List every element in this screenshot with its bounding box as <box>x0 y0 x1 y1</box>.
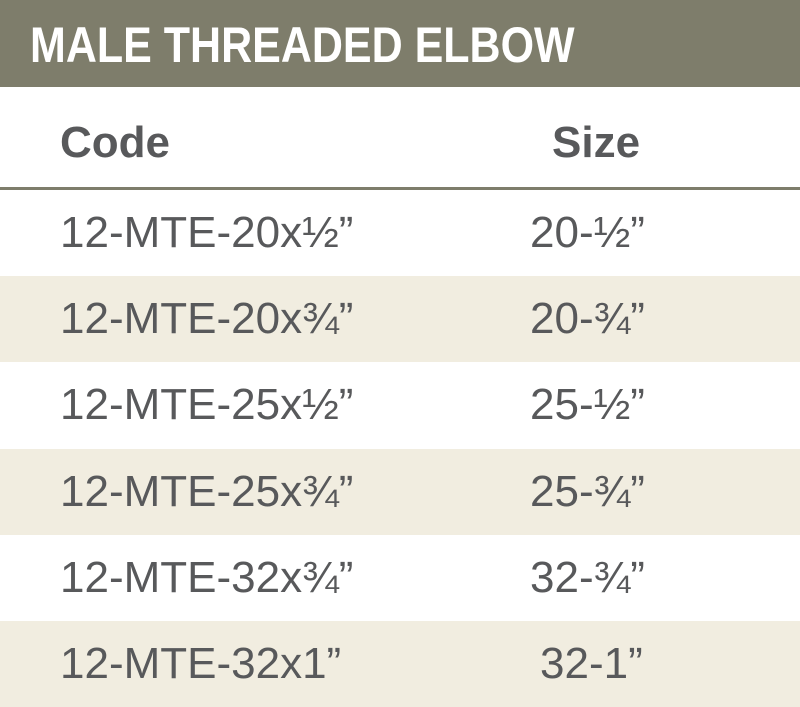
cell-code: 12-MTE-20x¾” <box>60 294 354 344</box>
cell-code: 12-MTE-32x1” <box>60 638 342 688</box>
header-divider <box>0 187 800 190</box>
cell-size: 20-¾” <box>530 294 645 344</box>
cell-code: 12-MTE-32x¾” <box>60 552 354 602</box>
cell-size: 25-¾” <box>530 466 645 516</box>
table-row: 12-MTE-25x½” 25-½” <box>0 362 800 448</box>
table-body: 12-MTE-20x½” 20-½” 12-MTE-20x¾” 20-¾” 12… <box>0 190 800 707</box>
column-header-code: Code <box>60 118 170 167</box>
cell-code: 12-MTE-25x¾” <box>60 466 354 516</box>
cell-size: 20-½” <box>530 208 645 257</box>
cell-size: 32-1” <box>540 638 643 688</box>
table-row: 12-MTE-20x½” 20-½” <box>0 190 800 276</box>
table-row: 12-MTE-32x1” 32-1” <box>0 620 800 707</box>
cell-size: 32-¾” <box>530 552 645 602</box>
table-row: 12-MTE-32x¾” 32-¾” <box>0 535 800 621</box>
cell-size: 25-½” <box>530 380 645 430</box>
table-row: 12-MTE-20x¾” 20-¾” <box>0 276 800 363</box>
column-header-size: Size <box>552 118 641 167</box>
table-title: MALE THREADED ELBOW <box>30 17 575 73</box>
table-row: 12-MTE-25x¾” 25-¾” <box>0 448 800 535</box>
title-bar: MALE THREADED ELBOW <box>0 0 800 87</box>
header-row <box>0 87 800 189</box>
cell-code: 12-MTE-25x½” <box>60 380 354 430</box>
cell-code: 12-MTE-20x½” <box>60 208 354 257</box>
